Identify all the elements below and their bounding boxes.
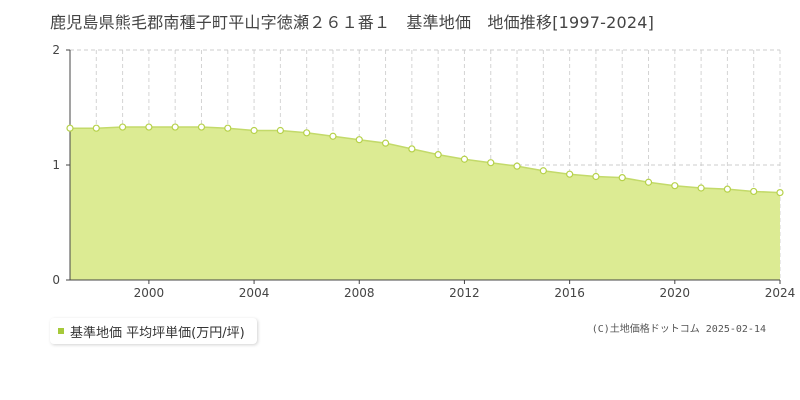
x-tick-label: 2016 [554, 286, 585, 300]
x-tick-label: 2004 [239, 286, 270, 300]
data-point [644, 178, 653, 186]
series-line [70, 126, 781, 194]
data-point [592, 172, 600, 181]
data-point [723, 185, 732, 193]
legend: 基準地価 平均坪単価(万円/坪) [50, 318, 257, 344]
data-point [66, 124, 74, 132]
y-tick-label: 2 [52, 43, 60, 57]
data-point [487, 159, 495, 167]
data-point [513, 162, 521, 170]
x-tick-label: 2024 [765, 286, 796, 300]
data-point [408, 145, 416, 153]
data-point [250, 126, 258, 135]
data-point [697, 184, 705, 192]
data-point [171, 123, 179, 131]
data-point [671, 182, 679, 190]
data-point [92, 124, 100, 132]
data-point [750, 187, 758, 196]
data-point [434, 151, 442, 159]
y-tick-label: 1 [52, 158, 60, 172]
data-point [566, 170, 574, 178]
legend-label: 基準地価 平均坪単価(万円/坪) [70, 325, 245, 341]
data-point [460, 155, 469, 163]
data-point [224, 124, 232, 132]
data-point [381, 139, 390, 147]
y-tick-label: 0 [52, 273, 60, 287]
series-area [70, 127, 780, 280]
x-tick-label: 2012 [449, 286, 480, 300]
data-point [776, 189, 784, 197]
data-point [303, 129, 311, 137]
data-point [329, 132, 337, 140]
data-point [145, 123, 153, 131]
legend-swatch [58, 328, 64, 334]
x-tick-label: 2000 [134, 286, 165, 300]
data-point [618, 174, 626, 182]
x-tick-label: 2020 [660, 286, 691, 300]
x-tick-label: 2008 [344, 286, 375, 300]
data-point [197, 123, 206, 131]
data-point [276, 126, 284, 135]
copyright-text: (C)土地価格ドットコム 2025-02-14 [591, 324, 766, 335]
data-point [118, 123, 127, 131]
page-title: 鹿児島県熊毛郡南種子町平山字徳瀬２６１番１ 基準地価 地価推移[1997-202… [50, 13, 655, 32]
data-point [539, 167, 547, 175]
data-point [355, 136, 363, 144]
